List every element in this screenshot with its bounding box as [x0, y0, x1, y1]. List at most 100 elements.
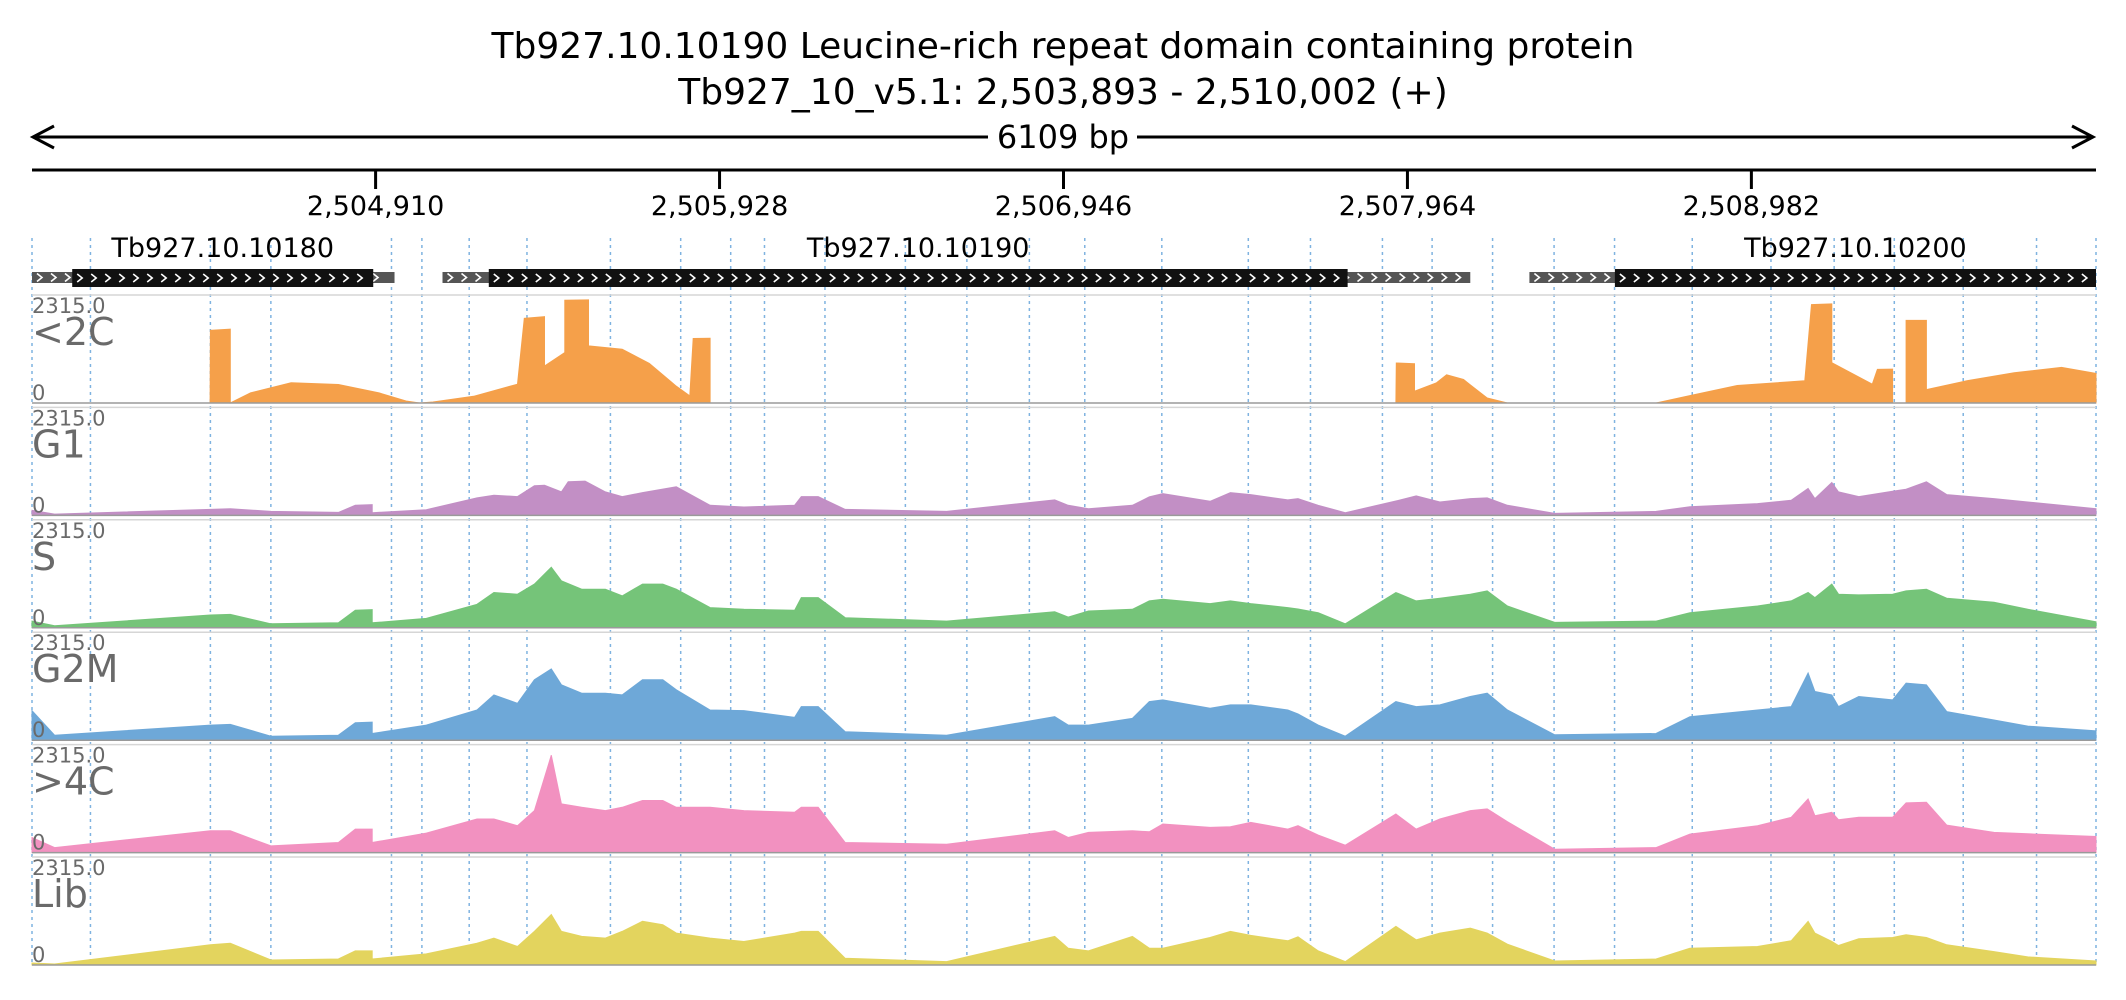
strand-chevron [1533, 272, 1541, 283]
axis-tick-label: 2,505,928 [651, 191, 788, 222]
strand-chevron [1703, 273, 1711, 283]
track-name: <2C [32, 310, 115, 354]
strand-chevron [286, 273, 294, 283]
coverage-tracks: 2315.0<2C02315.0G102315.0S02315.0G2M0231… [31, 294, 2097, 967]
strand-chevron [314, 273, 322, 283]
strand-chevron [1123, 273, 1131, 283]
track-min-label: 0 [32, 718, 45, 742]
strand-chevron [1221, 273, 1229, 283]
track-max-label: 2315.0 [32, 519, 105, 543]
strand-chevron [244, 273, 252, 283]
strand-chevron [689, 273, 697, 283]
gene-cds [1614, 269, 2096, 287]
strand-chevron [90, 273, 98, 283]
strand-chevron [174, 273, 182, 283]
strand-chevron [815, 273, 823, 283]
track-name: Lib [32, 872, 88, 916]
strand-chevron [50, 272, 58, 283]
strand-chevron [1773, 273, 1781, 283]
chart-title: Tb927.10.10190 Leucine-rich repeat domai… [491, 26, 1635, 67]
strand-chevron [76, 273, 84, 283]
strand-chevron [1647, 273, 1655, 283]
strand-chevron [132, 273, 140, 283]
strand-chevron [1263, 273, 1271, 283]
strand-chevron [1235, 273, 1243, 283]
gene-model[interactable]: Tb927.10.10200 [1529, 233, 2096, 287]
strand-chevron [647, 273, 655, 283]
strand-chevron [202, 273, 210, 283]
strand-chevron [675, 273, 683, 283]
strand-chevron [342, 273, 350, 283]
strand-chevron [619, 273, 627, 283]
gene-label: Tb927.10.10200 [1743, 233, 1967, 264]
strand-chevron [773, 273, 781, 283]
strand-chevron [1385, 272, 1392, 283]
gene-label: Tb927.10.10190 [806, 233, 1030, 264]
strand-chevron [1025, 273, 1033, 283]
track-max-label: 2315.0 [32, 856, 105, 880]
strand-chevron [661, 273, 669, 283]
coverage-area [31, 480, 2097, 516]
strand-chevron [997, 273, 1005, 283]
strand-chevron [899, 273, 907, 283]
strand-chevron [1759, 273, 1767, 283]
gene-label: Tb927.10.10180 [110, 233, 334, 264]
strand-chevron [1787, 273, 1795, 283]
strand-chevron [1357, 272, 1364, 283]
strand-chevron [1899, 273, 1907, 283]
span-length-label: 6109 bp [997, 118, 1129, 156]
coverage-area [31, 566, 2097, 629]
strand-chevron [493, 273, 501, 283]
axis-tick-label: 2,506,946 [995, 191, 1132, 222]
coverage-track: 2315.0<2C 0 [32, 294, 2097, 405]
gene-model[interactable]: Tb927.10.10180 [32, 233, 395, 287]
track-name: G1 [32, 422, 86, 466]
strand-chevron [1871, 273, 1879, 283]
strand-chevron [2039, 273, 2047, 283]
strand-chevron [1067, 273, 1075, 283]
strand-chevron [230, 273, 238, 283]
strand-chevron [1193, 273, 1201, 283]
strand-chevron [1371, 272, 1378, 283]
strand-chevron [188, 273, 196, 283]
coverage-area [31, 755, 2097, 854]
strand-chevron [1589, 272, 1597, 283]
coverage-track: 2315.0S 0 [31, 519, 2097, 630]
strand-chevron [146, 273, 154, 283]
strand-chevron [1885, 273, 1893, 283]
coverage-track: 2315.0G1 0 [31, 406, 2097, 517]
strand-chevron [328, 273, 336, 283]
strand-chevron [1413, 272, 1420, 283]
strand-chevron [759, 273, 767, 283]
strand-chevron [356, 273, 364, 283]
strand-chevron [1095, 273, 1103, 283]
strand-chevron [1633, 273, 1641, 283]
strand-chevron [983, 273, 991, 283]
span-arrow: 6109 bp [29, 118, 2097, 156]
strand-chevron [857, 273, 865, 283]
strand-chevron [1575, 272, 1583, 283]
strand-chevron [160, 273, 168, 283]
track-min-label: 0 [32, 943, 45, 967]
strand-chevron [535, 273, 543, 283]
axis-tick-label: 2,504,910 [307, 191, 444, 222]
gene-model[interactable]: Tb927.10.10190 [442, 233, 1471, 287]
strand-chevron [507, 273, 515, 283]
track-name: >4C [32, 760, 115, 804]
strand-chevron [1151, 273, 1159, 283]
strand-chevron [272, 273, 280, 283]
strand-chevron [1857, 273, 1865, 283]
strand-chevron [1441, 272, 1448, 283]
strand-chevron [1675, 273, 1683, 283]
strand-chevron [1291, 273, 1299, 283]
coverage-area [32, 299, 2097, 404]
strand-chevron [1011, 273, 1019, 283]
strand-chevron [633, 273, 641, 283]
strand-chevron [969, 273, 977, 283]
axis-ticks: 2,504,910 2,505,928 2,506,946 2,507,964 2,50… [307, 170, 1820, 222]
strand-chevron [2081, 273, 2089, 283]
strand-chevron [1109, 273, 1117, 283]
strand-chevron [1333, 273, 1341, 283]
